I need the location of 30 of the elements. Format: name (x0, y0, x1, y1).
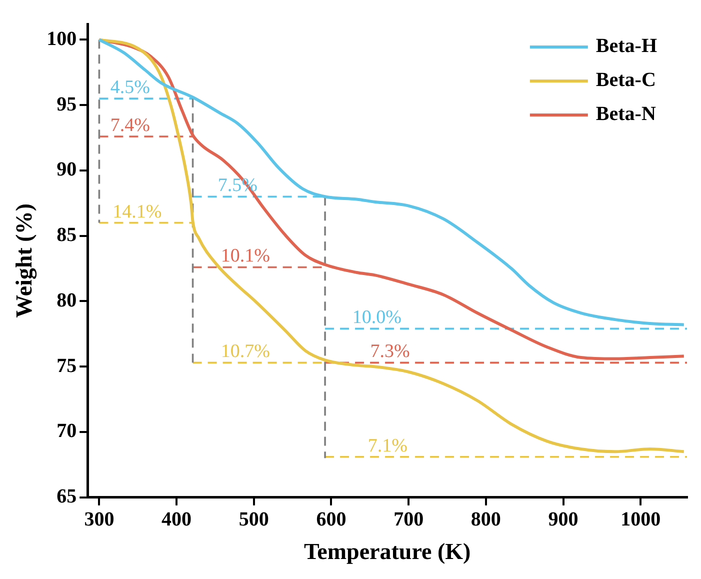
annotation: 7.3% (370, 341, 410, 362)
annotation: 4.5% (110, 77, 150, 98)
x-tick-label: 900 (548, 508, 578, 531)
y-tick-label: 100 (46, 28, 77, 50)
annotation: 7.1% (368, 435, 408, 456)
annotation: 7.4% (110, 114, 150, 136)
y-tick-label: 80 (56, 289, 77, 312)
annotation: 10.1% (220, 246, 270, 267)
legend-label: Beta-H (596, 35, 658, 58)
y-tick-label: 90 (56, 158, 77, 181)
x-axis-title: Temperature (K) (304, 539, 471, 564)
line-series (98, 38, 686, 454)
y-tick-label: 75 (56, 354, 77, 377)
y-axis-title: Weight (%) (12, 204, 38, 318)
y-tick-label: 70 (56, 420, 77, 442)
x-tick-label: 300 (84, 508, 114, 531)
y-tick-label: 85 (56, 224, 77, 246)
y-tick-label: 95 (56, 93, 77, 116)
x-tick-label: 700 (394, 508, 424, 531)
annotation: 10.0% (352, 307, 402, 328)
y-tick-label: 65 (56, 486, 77, 508)
x-tick-label: 1000 (620, 508, 661, 531)
x-tick-label: 600 (316, 508, 346, 531)
legend-label: Beta-C (596, 69, 656, 92)
annotation: 14.1% (112, 201, 162, 222)
x-tick-label: 800 (470, 508, 501, 531)
annotation: 10.7% (220, 341, 270, 362)
legend-label: Beta-N (596, 103, 656, 126)
x-tick-label: 400 (162, 508, 192, 531)
x-tick-label: 500 (238, 508, 269, 531)
